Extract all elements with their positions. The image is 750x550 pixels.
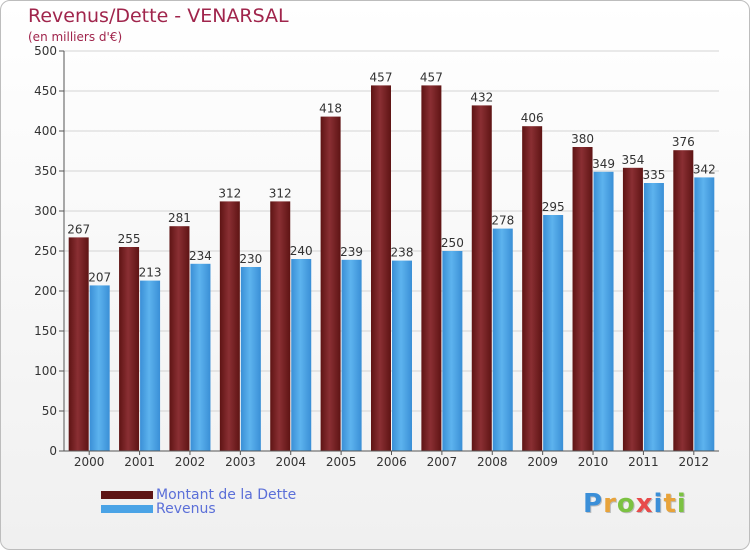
data-label-revenus-2005: 239: [340, 245, 363, 259]
data-label-revenus-2008: 278: [491, 214, 514, 228]
bar-revenus-2012: [694, 177, 715, 451]
bar-debt-2010: [572, 147, 593, 451]
bar-revenus-2004: [291, 259, 312, 451]
y-tick-label: 50: [42, 404, 57, 418]
bar-debt-2008: [471, 105, 492, 452]
proxiti-logo: Proxiti: [583, 489, 687, 519]
y-tick-label: 100: [34, 364, 57, 378]
bar-revenus-2010: [593, 171, 614, 452]
y-tick-label: 200: [34, 284, 57, 298]
logo-letter: t: [663, 489, 677, 519]
data-label-revenus-2010: 349: [592, 157, 615, 171]
bar-debt-2006: [371, 85, 391, 452]
y-tick-label: 350: [34, 164, 57, 178]
legend-item-revenus: Revenus: [101, 501, 216, 517]
data-label-revenus-2012: 342: [693, 162, 716, 176]
chart-subtitle: (en milliers d'€): [28, 30, 123, 44]
data-label-revenus-2011: 335: [642, 168, 665, 182]
x-tick-label: 2009: [527, 455, 558, 469]
bar-debt-2004: [270, 201, 291, 451]
data-label-debt-2001: 255: [118, 232, 141, 246]
legend-label-revenus: Revenus: [156, 501, 216, 517]
bar-revenus-2009: [543, 215, 564, 451]
x-tick-label: 2005: [326, 455, 357, 469]
bar-debt-2001: [119, 247, 140, 451]
data-label-debt-2002: 281: [168, 211, 191, 225]
data-label-debt-2010: 380: [571, 132, 594, 146]
bar-debt-2002: [169, 226, 190, 451]
x-tick-label: 2004: [275, 455, 306, 469]
legend-item-debt: Montant de la Dette: [101, 487, 297, 503]
data-label-revenus-2001: 213: [139, 266, 162, 280]
chart-title: Revenus/Dette - VENARSAL: [28, 5, 289, 27]
y-tick-label: 150: [34, 324, 57, 338]
bar-debt-2011: [622, 167, 643, 452]
legend-swatch-revenus: [101, 505, 153, 513]
bar-revenus-2011: [643, 183, 664, 451]
bar-revenus-2005: [341, 259, 362, 451]
bar-revenus-2003: [240, 267, 261, 451]
y-tick-label: 250: [34, 244, 57, 258]
data-label-debt-2006: 457: [370, 70, 393, 84]
x-tick-label: 2011: [628, 455, 659, 469]
data-label-revenus-2006: 238: [391, 246, 414, 260]
data-label-revenus-2007: 250: [441, 236, 464, 250]
data-label-revenus-2004: 240: [290, 244, 313, 258]
data-label-debt-2011: 354: [621, 153, 644, 167]
bar-revenus-2002: [190, 263, 211, 451]
bar-debt-2005: [320, 116, 341, 451]
logo-letter: o: [616, 489, 636, 519]
logo-letter: i: [653, 489, 664, 519]
y-tick-label: 300: [34, 204, 57, 218]
logo-letter: P: [583, 489, 604, 519]
data-label-debt-2009: 406: [521, 111, 544, 125]
y-tick-label: 450: [34, 84, 57, 98]
x-tick-label: 2007: [427, 455, 458, 469]
bar-revenus-2001: [140, 280, 161, 451]
data-label-revenus-2003: 230: [239, 252, 262, 266]
logo-letter: i: [676, 489, 687, 519]
data-label-revenus-2009: 295: [542, 200, 565, 214]
bar-debt-2000: [68, 237, 89, 451]
data-label-debt-2003: 312: [218, 186, 241, 200]
y-tick-label: 400: [34, 124, 57, 138]
bar-revenus-2008: [492, 228, 513, 451]
x-tick-label: 2006: [376, 455, 407, 469]
bar-debt-2007: [421, 85, 442, 452]
y-tick-label: 0: [49, 444, 57, 458]
logo-letter: x: [635, 489, 654, 519]
y-tick-label: 500: [34, 44, 57, 58]
data-label-debt-2000: 267: [67, 222, 90, 236]
data-label-debt-2008: 432: [470, 90, 493, 104]
data-label-debt-2007: 457: [420, 70, 443, 84]
x-tick-label: 2003: [225, 455, 256, 469]
legend-label-debt: Montant de la Dette: [156, 487, 297, 503]
x-tick-label: 2010: [578, 455, 609, 469]
bar-revenus-2000: [89, 285, 110, 451]
x-tick-label: 2002: [175, 455, 206, 469]
bar-debt-2009: [522, 126, 543, 451]
data-label-debt-2005: 418: [319, 102, 342, 116]
bar-debt-2012: [673, 150, 694, 451]
data-label-debt-2012: 376: [672, 135, 695, 149]
data-label-revenus-2000: 207: [88, 270, 111, 284]
bar-revenus-2006: [392, 260, 412, 451]
x-tick-label: 2001: [124, 455, 155, 469]
x-tick-label: 2000: [74, 455, 105, 469]
logo-letter: r: [603, 489, 617, 519]
x-tick-label: 2008: [477, 455, 508, 469]
bar-revenus-2007: [442, 251, 463, 451]
data-label-debt-2004: 312: [269, 186, 292, 200]
data-label-revenus-2002: 234: [189, 249, 212, 263]
x-tick-label: 2012: [679, 455, 710, 469]
bar-debt-2003: [219, 201, 240, 451]
legend-swatch-debt: [101, 491, 153, 499]
